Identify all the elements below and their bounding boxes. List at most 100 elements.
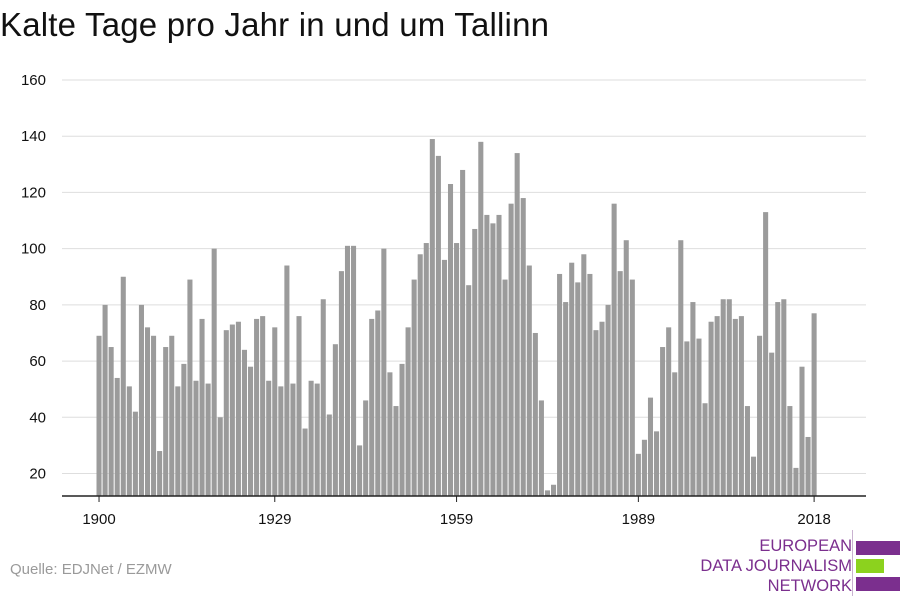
bar-1922 [229,324,235,496]
bar-1938 [326,414,332,496]
bar-1998 [690,302,696,496]
bar-1976 [557,273,563,496]
bar-1956 [435,155,441,496]
bar-1918 [205,383,211,496]
bar-1937 [320,299,326,496]
bar-1987 [623,240,629,496]
x-tick-label: 1900 [82,511,115,528]
bar-1915 [187,279,193,496]
bar-1959 [454,243,460,496]
bar-1923 [235,321,241,496]
bar-1989 [635,453,641,496]
bar-1970 [520,198,526,496]
bar-1980 [581,254,587,496]
bar-1926 [254,318,260,496]
bar-1982 [593,330,599,496]
bar-1946 [375,310,381,496]
y-tick-label: 120 [21,184,46,201]
bar-1933 [296,316,302,496]
bar-1935 [308,380,314,496]
bar-1921 [223,330,229,496]
bar-1924 [241,349,247,496]
bar-1910 [157,451,163,496]
bar-1940 [338,271,344,496]
y-tick-label: 20 [29,466,46,483]
bar-1986 [617,271,623,496]
bar-1925 [248,366,254,496]
bar-1974 [544,490,550,496]
bar-2009 [757,335,763,496]
bar-2001 [708,321,714,496]
bar-1928 [266,380,272,496]
bar-2008 [750,456,757,496]
bar-1957 [441,259,447,496]
bar-1901 [102,304,108,496]
bar-2000 [702,403,708,496]
logo-bar-middle [856,559,884,573]
bar-1914 [181,363,187,496]
x-tick-label: 1959 [440,511,473,528]
bar-1927 [260,316,266,496]
y-tick-label: 60 [29,353,46,370]
y-tick-labels: 20 40 60 80 100 120 140 160 [21,72,46,483]
bar-1948 [387,372,393,496]
bar-1936 [314,383,320,496]
logo-text: EUROPEAN DATA JOURNALISM NETWORK [700,536,852,596]
logo-bar-bottom [856,577,900,591]
bar-1954 [423,243,429,496]
bar-2006 [738,316,744,496]
bar-1955 [429,139,435,496]
y-tick-label: 40 [29,409,46,426]
bar-1969 [514,153,520,496]
chart-title: Kalte Tage pro Jahr in und um Tallinn [0,6,550,43]
bar-1920 [217,417,223,496]
bar-1981 [587,273,593,496]
bar-1941 [344,245,351,496]
bar-1995 [672,372,678,496]
bar-1945 [369,318,375,496]
bar-1973 [538,400,544,496]
bar-1911 [163,347,169,496]
bar-1971 [526,265,532,496]
bar-1909 [151,335,157,496]
bar-1931 [284,265,290,496]
y-tick-label: 160 [21,72,46,89]
bar-1992 [654,431,660,496]
x-tick-label: 1929 [258,511,291,528]
bar-1950 [399,363,405,496]
logo-divider [852,530,853,596]
bar-1934 [302,428,308,496]
bar-1978 [569,262,575,496]
bar-1968 [508,203,514,497]
bar-1905 [126,386,132,496]
bar-1930 [278,386,284,496]
bar-1906 [132,411,138,496]
bar-2010 [763,212,769,497]
bar-1988 [629,279,635,496]
y-tick-label: 80 [29,297,46,314]
bars [96,139,817,497]
bar-2013 [781,299,787,496]
bar-1908 [144,327,151,496]
bar-1902 [108,347,114,496]
bar-2007 [744,406,750,496]
bar-1967 [502,279,508,496]
bar-1947 [381,248,387,496]
bar-1984 [605,304,611,496]
bar-2003 [720,299,726,496]
bar-1975 [551,484,557,496]
bar-1958 [447,184,454,496]
bar-2002 [714,316,720,496]
bar-2017 [805,436,811,496]
bar-1932 [290,383,296,496]
bar-1962 [472,228,478,497]
logo-line-2: DATA JOURNALISM [700,557,852,575]
bar-1961 [466,285,472,496]
bar-1916 [193,380,199,496]
x-tick-label: 1989 [622,511,655,528]
bar-1997 [684,341,690,496]
bar-1913 [175,386,181,496]
bar-1963 [478,141,484,497]
bar-1966 [496,214,502,496]
